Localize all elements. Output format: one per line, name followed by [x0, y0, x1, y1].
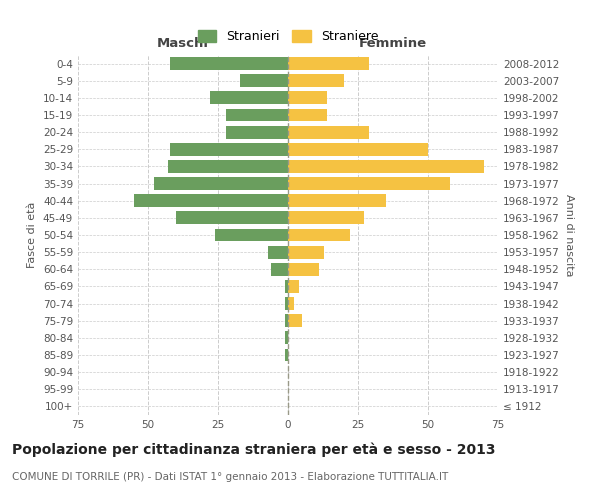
Bar: [167, 160, 288, 173]
Bar: [288, 143, 428, 156]
Bar: [285, 297, 288, 310]
Bar: [285, 314, 288, 327]
Bar: [288, 228, 350, 241]
Bar: [209, 92, 288, 104]
Bar: [215, 228, 288, 241]
Bar: [285, 332, 288, 344]
Bar: [288, 74, 344, 87]
Bar: [170, 143, 288, 156]
Bar: [288, 246, 325, 258]
Legend: Stranieri, Straniere: Stranieri, Straniere: [193, 25, 383, 48]
Bar: [176, 212, 288, 224]
Bar: [285, 280, 288, 293]
Bar: [288, 194, 386, 207]
Bar: [134, 194, 288, 207]
Bar: [271, 263, 288, 276]
Bar: [288, 57, 369, 70]
Text: Femmine: Femmine: [359, 37, 427, 50]
Bar: [241, 74, 288, 87]
Bar: [288, 212, 364, 224]
Bar: [154, 177, 288, 190]
Text: COMUNE DI TORRILE (PR) - Dati ISTAT 1° gennaio 2013 - Elaborazione TUTTITALIA.IT: COMUNE DI TORRILE (PR) - Dati ISTAT 1° g…: [12, 472, 448, 482]
Y-axis label: Fasce di età: Fasce di età: [28, 202, 37, 268]
Bar: [285, 348, 288, 362]
Y-axis label: Anni di nascita: Anni di nascita: [563, 194, 574, 276]
Bar: [288, 314, 302, 327]
Bar: [268, 246, 288, 258]
Bar: [288, 263, 319, 276]
Text: Popolazione per cittadinanza straniera per età e sesso - 2013: Popolazione per cittadinanza straniera p…: [12, 442, 496, 457]
Bar: [226, 126, 288, 138]
Bar: [288, 160, 484, 173]
Bar: [170, 57, 288, 70]
Bar: [288, 126, 369, 138]
Bar: [226, 108, 288, 122]
Bar: [288, 92, 327, 104]
Bar: [288, 297, 293, 310]
Bar: [288, 177, 451, 190]
Bar: [288, 280, 299, 293]
Text: Maschi: Maschi: [157, 37, 209, 50]
Bar: [288, 108, 327, 122]
